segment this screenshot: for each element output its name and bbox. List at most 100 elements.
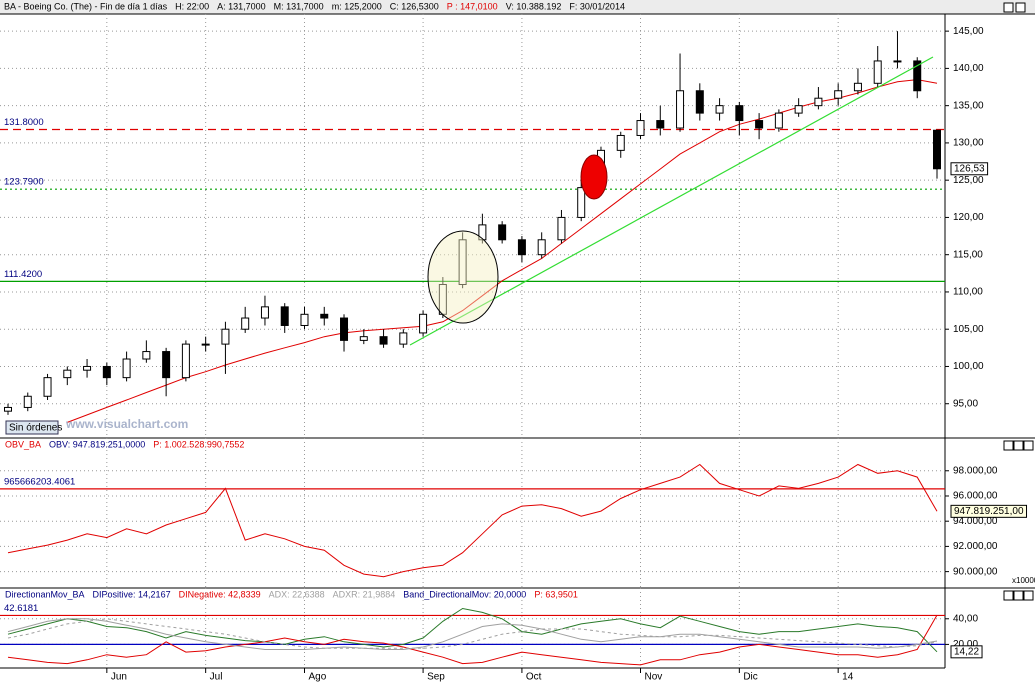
candle-body (260, 306, 269, 319)
candle-body (221, 328, 230, 345)
y-tick-label: 98.000,00 (953, 465, 998, 476)
x-tick-label: Jun (111, 672, 127, 683)
header-text: DINegative: 42,8339 (179, 589, 261, 599)
button-restore[interactable] (1003, 440, 1014, 451)
last-value-label: 14,22 (954, 646, 979, 657)
watermark: www.visualchart.com (65, 417, 188, 431)
candle-body (715, 105, 724, 114)
header-text: A: 131,7000 (217, 1, 266, 11)
header-text: ADXR: 21,9884 (333, 589, 396, 599)
candle-body (320, 313, 329, 319)
candle-body (280, 306, 289, 326)
candle-body (142, 351, 151, 360)
header-text: m: 125,2000 (332, 1, 382, 11)
y-tick-label: 140,00 (953, 63, 984, 74)
last-value-box (950, 645, 983, 659)
x-tick-label: 14 (842, 672, 854, 683)
series-line (7, 618, 938, 649)
y-tick-label: 100,00 (953, 361, 984, 372)
y-tick-label: 95,00 (953, 398, 978, 409)
scale-note: x10000 (1012, 576, 1035, 585)
x-tick-label: Nov (645, 672, 663, 683)
candle-body (419, 313, 428, 334)
candle-body (755, 120, 764, 129)
candle-body (913, 60, 922, 92)
last-value-label: 947.819.251,00 (954, 506, 1024, 517)
button-close[interactable] (1023, 590, 1034, 601)
candle-body (537, 239, 546, 256)
level-label: 131.8000 (4, 117, 44, 128)
orders-button-label[interactable]: Sin órdenes (9, 423, 62, 434)
button-restore[interactable] (1003, 2, 1014, 13)
candle-body (695, 90, 704, 114)
candle-body (4, 406, 12, 412)
header-text: P: 63,9501 (534, 589, 578, 599)
y-tick-label: 96.000,00 (953, 491, 998, 502)
candle-body (458, 239, 467, 285)
button-maximize[interactable] (1013, 590, 1024, 601)
level-label: 123.7900 (4, 177, 44, 188)
panel-frames (0, 13, 1035, 669)
candle-body (557, 216, 566, 241)
candle-body (83, 365, 92, 371)
button-maximize[interactable] (1013, 440, 1024, 451)
candle-body (300, 313, 309, 326)
last-value-box (950, 162, 989, 176)
y-tick-label: 110,00 (953, 287, 983, 298)
header-text: M: 131,7000 (274, 1, 324, 11)
y-tick-label: 94.000,00 (953, 516, 998, 527)
y-tick-label: 125,00 (953, 175, 984, 186)
header-text: OBV: 947.819.251,0000 (49, 439, 145, 449)
y-tick-label: 20,00 (953, 639, 978, 650)
candle-body (834, 90, 843, 99)
candle-body (577, 187, 586, 218)
x-tick-label: Dic (743, 672, 757, 683)
series-line (7, 614, 938, 666)
candle-body (340, 317, 349, 341)
candle-body (517, 239, 526, 256)
candle-body (933, 129, 941, 170)
header-text: C: 126,5300 (390, 1, 439, 11)
button-maximize[interactable] (1015, 2, 1026, 13)
header-text: OBV_BA (5, 439, 41, 449)
x-tick-label: Ago (308, 672, 326, 683)
header-text: ADX: 22,6388 (269, 589, 325, 599)
y-tick-label: 135,00 (953, 100, 984, 111)
highlight-ellipse (427, 230, 499, 324)
candle-body (43, 377, 52, 397)
candle-body (774, 112, 783, 129)
candle-body (23, 395, 32, 408)
candle-body (399, 332, 408, 345)
y-tick-label: 90.000,00 (953, 566, 998, 577)
candle-body (616, 134, 625, 151)
candle-body (853, 82, 862, 92)
button-restore[interactable] (1003, 590, 1014, 601)
y-tick-label: 40,00 (953, 613, 978, 624)
header-text: P: 1.002.528.990,7552 (153, 439, 244, 449)
candle-body (122, 358, 131, 379)
candle-body (162, 351, 171, 379)
candle-body (478, 224, 487, 241)
series-line (67, 79, 938, 423)
header-text: P : 147,0100 (447, 1, 498, 11)
trend-line (409, 56, 934, 346)
candle-body (676, 90, 685, 129)
button-close[interactable] (1023, 440, 1034, 451)
level-label: 965666203.4061 (4, 476, 75, 487)
header-text: DirectionanMov_BA (5, 589, 85, 599)
header-bar (0, 0, 1035, 14)
x-tick-label: Sep (427, 672, 445, 683)
candle-body (893, 60, 902, 63)
candle-body (241, 317, 250, 330)
y-tick-label: 105,00 (953, 324, 984, 335)
candle-body (63, 369, 72, 379)
orders-button[interactable] (5, 420, 59, 435)
candle-body (814, 97, 823, 107)
level-label: 111.4200 (4, 269, 42, 280)
header-text: H: 22:00 (175, 1, 209, 11)
x-tick-label: Jul (210, 672, 223, 683)
candle-body (873, 60, 882, 84)
window-buttons (1003, 2, 1034, 601)
